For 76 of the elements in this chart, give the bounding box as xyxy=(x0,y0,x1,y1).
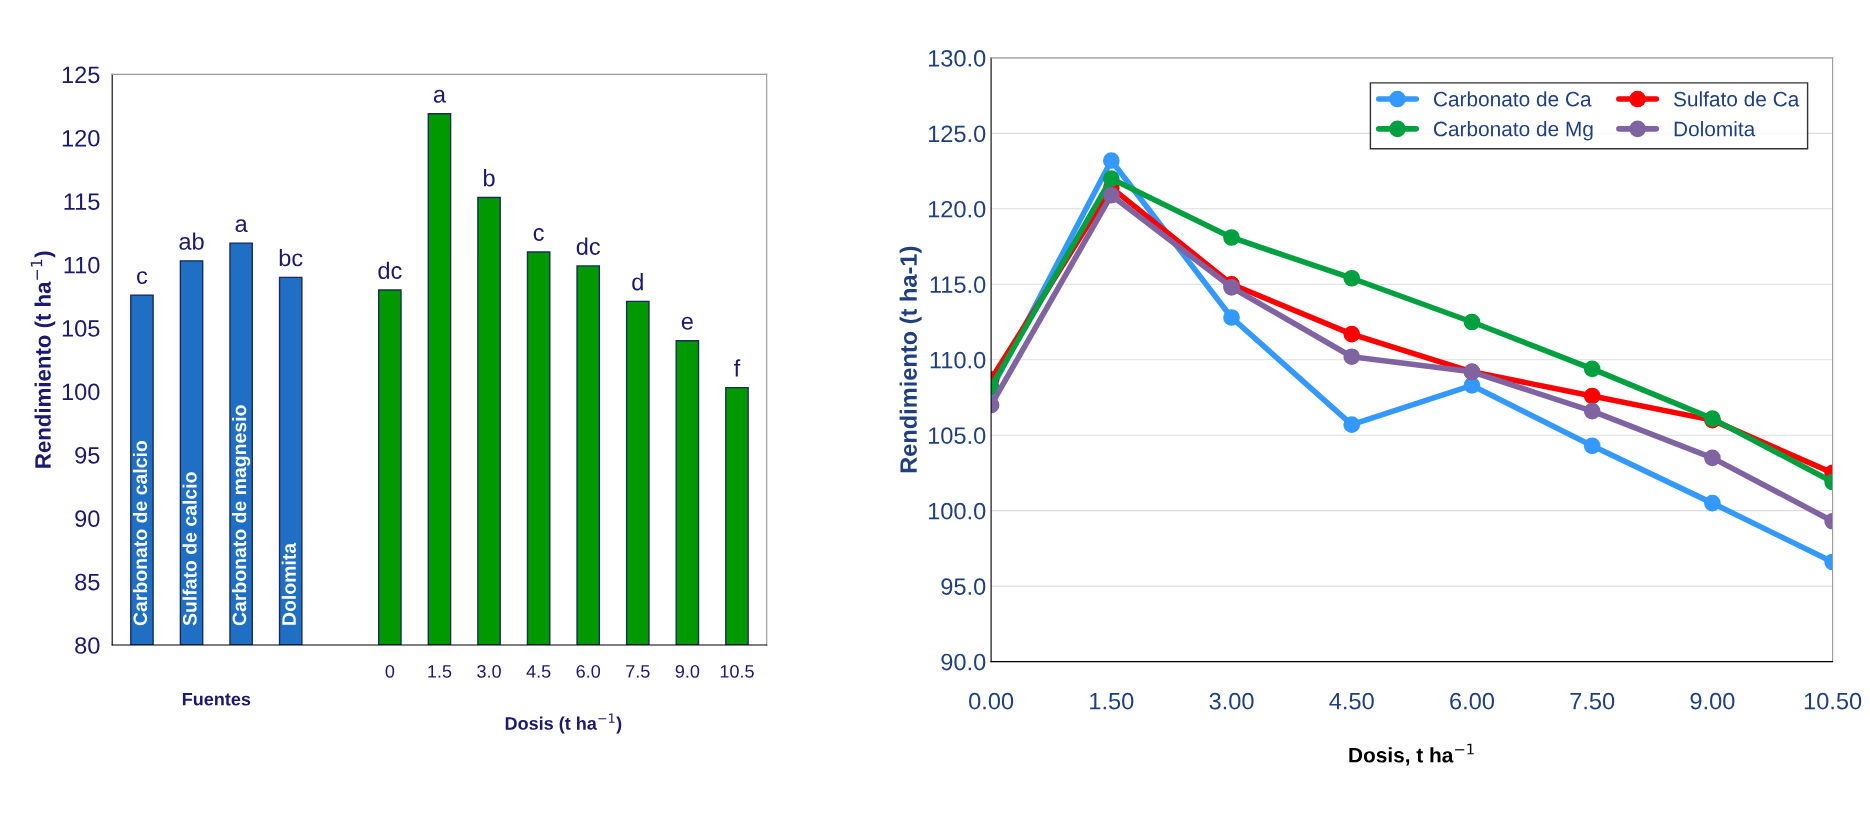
y-tick-label: 105 xyxy=(62,320,100,337)
y-tick-label: 90.0 xyxy=(941,653,986,671)
x-tick-label: 0.00 xyxy=(969,692,1014,710)
y-tick-label: 85 xyxy=(75,573,100,591)
y-tick-label: 110 xyxy=(64,256,100,274)
point xyxy=(1583,402,1601,420)
x-tick-label: 10.50 xyxy=(1804,692,1862,710)
data-label: bc xyxy=(279,248,303,267)
y-tick-label: 115 xyxy=(64,193,100,211)
point xyxy=(1343,348,1361,366)
y-tick-label: 95 xyxy=(75,446,100,464)
data-label: a xyxy=(235,219,248,233)
x-tick-label: 0 xyxy=(385,664,395,678)
point xyxy=(1583,387,1601,405)
data-label: c xyxy=(137,271,148,285)
x-tick-label: Carbonato de calcio xyxy=(132,440,148,626)
legend-label: Sulfato de Ca xyxy=(1673,91,1800,107)
y-tick-label: 120 xyxy=(62,129,100,147)
x-tick-label: 9.00 xyxy=(1690,692,1735,710)
y-tick-label: 95.0 xyxy=(941,578,986,595)
x-tick-label: 3.0 xyxy=(477,664,501,678)
x-tick-label: Carbonato de magnesio xyxy=(232,405,251,626)
y-axis-title: Rendimiento (t ha$^{−1}$) xyxy=(30,251,56,468)
x-tick-label: 10.5 xyxy=(720,664,754,678)
point xyxy=(1583,360,1601,378)
x-tick-label: 1.50 xyxy=(1090,692,1134,710)
point xyxy=(1223,309,1240,326)
x-tick-label: 9.0 xyxy=(675,664,700,678)
legend-label: Dolomita xyxy=(1674,121,1756,137)
y-tick-label: 125.0 xyxy=(928,125,986,143)
data-label: c xyxy=(533,228,544,241)
y-tick-label: 130.0 xyxy=(928,49,986,67)
y-tick-label: 100.0 xyxy=(928,502,986,520)
x-tick-label: 3.00 xyxy=(1209,692,1254,710)
point xyxy=(1102,186,1120,204)
y-axis-title: Rendimiento (t ha-1) xyxy=(899,246,922,473)
x-tick-label: Dolomita xyxy=(281,542,296,625)
point xyxy=(1343,269,1361,287)
x-tick-label: Sulfato de calcio xyxy=(182,472,197,626)
x-tick-label: 4.5 xyxy=(526,665,551,678)
x-tick-label: 1.5 xyxy=(428,665,452,678)
point xyxy=(1463,313,1481,331)
y-tick-label: 125 xyxy=(62,66,100,84)
legend-label: Carbonato de Mg xyxy=(1433,121,1593,141)
y-tick-label: 110.0 xyxy=(930,351,986,369)
data-label: dc xyxy=(378,261,402,279)
x-axis-title: Dosis, t ha$^{−1}$ xyxy=(1349,743,1474,766)
point xyxy=(1102,152,1120,169)
data-label: a xyxy=(433,89,447,103)
y-tick-label: 120.0 xyxy=(928,200,986,218)
legend-label: Carbonato de Ca xyxy=(1433,91,1592,107)
y-tick-label: 115.0 xyxy=(930,276,986,294)
x-tick-label: 7.50 xyxy=(1570,692,1615,710)
data-label: dc xyxy=(576,237,601,255)
point xyxy=(1343,416,1361,433)
point xyxy=(1102,170,1120,187)
point xyxy=(1704,449,1721,467)
point xyxy=(1583,437,1601,455)
data-label: d xyxy=(632,273,643,291)
x-axis-title: Dosis (t ha$^{−1}$) xyxy=(505,713,622,734)
x-tick-label: 4.50 xyxy=(1329,692,1374,710)
point xyxy=(1223,229,1240,246)
data-label: ab xyxy=(179,232,204,250)
data-label: e xyxy=(681,316,693,330)
x-tick-label: 7.5 xyxy=(626,665,650,678)
y-tick-label: 90 xyxy=(75,510,100,528)
data-label: b xyxy=(483,169,495,187)
text: Fuentes xyxy=(182,692,251,706)
y-tick-label: 105.0 xyxy=(928,427,986,444)
x-tick-label: 6.00 xyxy=(1450,692,1495,710)
data-label: f xyxy=(734,359,741,377)
point xyxy=(1343,325,1361,343)
y-tick-label: 100 xyxy=(62,383,100,401)
x-tick-label: 6.0 xyxy=(576,664,601,678)
point xyxy=(1704,494,1721,512)
y-tick-label: 80 xyxy=(75,637,100,654)
